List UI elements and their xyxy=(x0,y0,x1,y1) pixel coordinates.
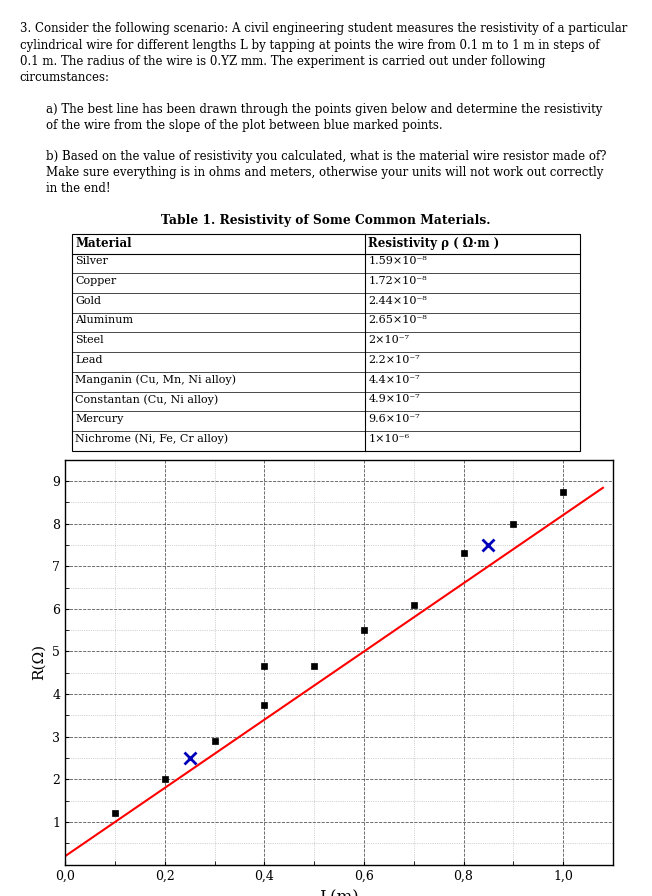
Bar xyxy=(72,234,580,451)
Text: 1.59×10⁻⁸: 1.59×10⁻⁸ xyxy=(368,256,427,266)
Text: 1×10⁻⁶: 1×10⁻⁶ xyxy=(368,434,409,444)
Text: Lead: Lead xyxy=(75,355,102,365)
Text: Nichrome (Ni, Fe, Cr alloy): Nichrome (Ni, Fe, Cr alloy) xyxy=(75,434,228,444)
Text: Gold: Gold xyxy=(75,296,101,306)
Text: 4.4×10⁻⁷: 4.4×10⁻⁷ xyxy=(368,375,420,384)
Text: b) Based on the value of resistivity you calculated, what is the material wire r: b) Based on the value of resistivity you… xyxy=(46,150,606,163)
Text: of the wire from the slope of the plot between blue marked points.: of the wire from the slope of the plot b… xyxy=(46,119,442,133)
Text: Copper: Copper xyxy=(75,276,116,286)
Text: 0.1 m. The radius of the wire is 0.YZ mm. The experiment is carried out under fo: 0.1 m. The radius of the wire is 0.YZ mm… xyxy=(20,55,545,68)
Text: Aluminum: Aluminum xyxy=(75,315,133,325)
Text: a) The best line has been drawn through the points given below and determine the: a) The best line has been drawn through … xyxy=(46,103,602,116)
X-axis label: L(m): L(m) xyxy=(319,890,359,896)
Text: cylindrical wire for different lengths L by tapping at points the wire from 0.1 : cylindrical wire for different lengths L… xyxy=(20,39,599,52)
Text: Mercury: Mercury xyxy=(75,414,123,424)
Text: circumstances:: circumstances: xyxy=(20,71,110,84)
Text: Silver: Silver xyxy=(75,256,108,266)
Text: 2.65×10⁻⁸: 2.65×10⁻⁸ xyxy=(368,315,427,325)
Text: Material: Material xyxy=(75,237,132,250)
Text: Make sure everything is in ohms and meters, otherwise your units will not work o: Make sure everything is in ohms and mete… xyxy=(46,166,603,179)
Text: Resistivity ρ ( Ω·m ): Resistivity ρ ( Ω·m ) xyxy=(368,237,499,250)
Text: Manganin (Cu, Mn, Ni alloy): Manganin (Cu, Mn, Ni alloy) xyxy=(75,375,236,385)
Text: 3. Consider the following scenario: A civil engineering student measures the res: 3. Consider the following scenario: A ci… xyxy=(20,22,627,36)
Text: 4.9×10⁻⁷: 4.9×10⁻⁷ xyxy=(368,394,420,404)
Text: 9.6×10⁻⁷: 9.6×10⁻⁷ xyxy=(368,414,420,424)
Text: 2.2×10⁻⁷: 2.2×10⁻⁷ xyxy=(368,355,420,365)
Text: Constantan (Cu, Ni alloy): Constantan (Cu, Ni alloy) xyxy=(75,394,218,405)
Text: 1.72×10⁻⁸: 1.72×10⁻⁸ xyxy=(368,276,427,286)
Text: in the end!: in the end! xyxy=(46,182,110,195)
Y-axis label: R(Ω): R(Ω) xyxy=(31,644,46,680)
Text: 2.44×10⁻⁸: 2.44×10⁻⁸ xyxy=(368,296,427,306)
Text: 2×10⁻⁷: 2×10⁻⁷ xyxy=(368,335,409,345)
Text: Table 1. Resistivity of Some Common Materials.: Table 1. Resistivity of Some Common Mate… xyxy=(161,214,491,228)
Text: Steel: Steel xyxy=(75,335,104,345)
